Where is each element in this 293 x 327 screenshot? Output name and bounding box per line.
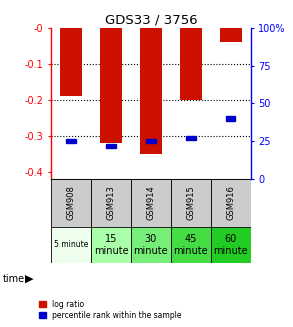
Bar (91, 179, 131, 227)
Bar (171, 179, 211, 227)
Bar (180, 28, 202, 100)
Text: GSM914: GSM914 (146, 185, 155, 220)
Bar (140, 28, 162, 154)
Title: GDS33 / 3756: GDS33 / 3756 (105, 14, 197, 26)
Text: GSM916: GSM916 (226, 185, 235, 220)
Text: GSM908: GSM908 (67, 185, 76, 220)
Text: 15
minute: 15 minute (94, 234, 128, 256)
Text: 5 minute: 5 minute (54, 240, 88, 250)
Text: GSM915: GSM915 (186, 185, 195, 220)
Bar (131, 179, 171, 227)
Bar (186, 136, 195, 140)
Bar (226, 116, 235, 121)
Text: 30
minute: 30 minute (134, 234, 168, 256)
Bar (60, 28, 82, 96)
Text: 45
minute: 45 minute (173, 234, 208, 256)
Bar (171, 227, 211, 263)
Bar (51, 227, 91, 263)
Legend: log ratio, percentile rank within the sample: log ratio, percentile rank within the sa… (39, 300, 181, 320)
Text: time: time (3, 274, 25, 284)
Bar (211, 179, 251, 227)
Bar (106, 144, 116, 148)
Text: 60
minute: 60 minute (213, 234, 248, 256)
Text: GSM913: GSM913 (107, 185, 115, 220)
Bar (220, 28, 241, 42)
Bar (100, 28, 122, 143)
Bar (91, 227, 131, 263)
Bar (146, 139, 156, 143)
Bar (131, 227, 171, 263)
Bar (67, 139, 76, 143)
Text: ▶: ▶ (25, 274, 33, 284)
Bar (51, 179, 91, 227)
Bar (211, 227, 251, 263)
